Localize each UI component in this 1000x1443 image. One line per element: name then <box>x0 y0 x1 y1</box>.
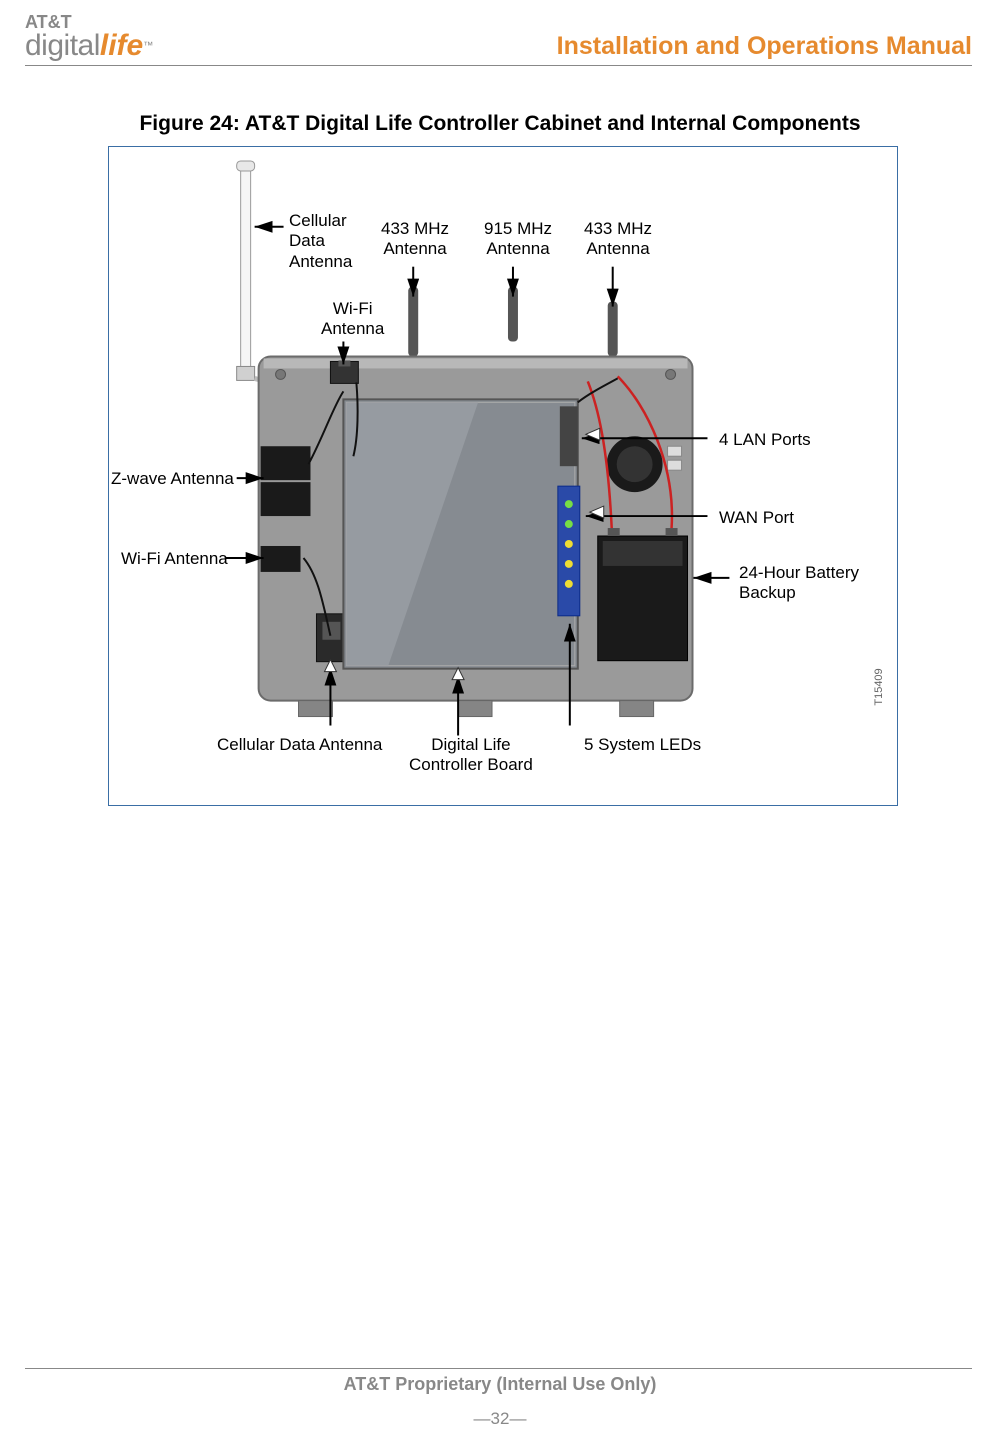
label-cellular-bottom: Cellular Data Antenna <box>217 735 382 755</box>
label-lan-ports: 4 LAN Ports <box>719 430 811 450</box>
label-wifi-top: Wi-Fi Antenna <box>321 299 384 340</box>
label-433mhz-2: 433 MHz Antenna <box>584 219 652 260</box>
label-wifi-left: Wi-Fi Antenna <box>121 549 228 569</box>
logo-digital-text: digital <box>25 29 100 62</box>
label-zwave: Z-wave Antenna <box>111 469 234 489</box>
page-header: AT&T digitallife™ Installation and Opera… <box>25 8 972 66</box>
label-wan-port: WAN Port <box>719 508 794 528</box>
figure-frame: T15409 Cellular Data Antenna 433 MHz Ant… <box>108 146 898 806</box>
footer-rule <box>25 1368 972 1369</box>
label-system-leds: 5 System LEDs <box>584 735 701 755</box>
logo-tm: ™ <box>143 41 153 52</box>
document-title: Installation and Operations Manual <box>557 32 972 61</box>
footer-proprietary: AT&T Proprietary (Internal Use Only) <box>0 1374 1000 1395</box>
brand-logo: AT&T digitallife™ <box>25 13 153 61</box>
label-cellular-data-antenna-top: Cellular Data Antenna <box>289 211 352 272</box>
label-915mhz: 915 MHz Antenna <box>484 219 552 260</box>
page-number: —32— <box>0 1409 1000 1429</box>
logo-life-text: life <box>100 29 143 62</box>
figure-caption: Figure 24: AT&T Digital Life Controller … <box>0 112 1000 136</box>
label-battery-backup: 24-Hour Battery Backup <box>739 563 859 604</box>
figure-ref-code: T15409 <box>873 668 885 705</box>
label-433mhz-1: 433 MHz Antenna <box>381 219 449 260</box>
label-controller-board: Digital Life Controller Board <box>409 735 533 776</box>
